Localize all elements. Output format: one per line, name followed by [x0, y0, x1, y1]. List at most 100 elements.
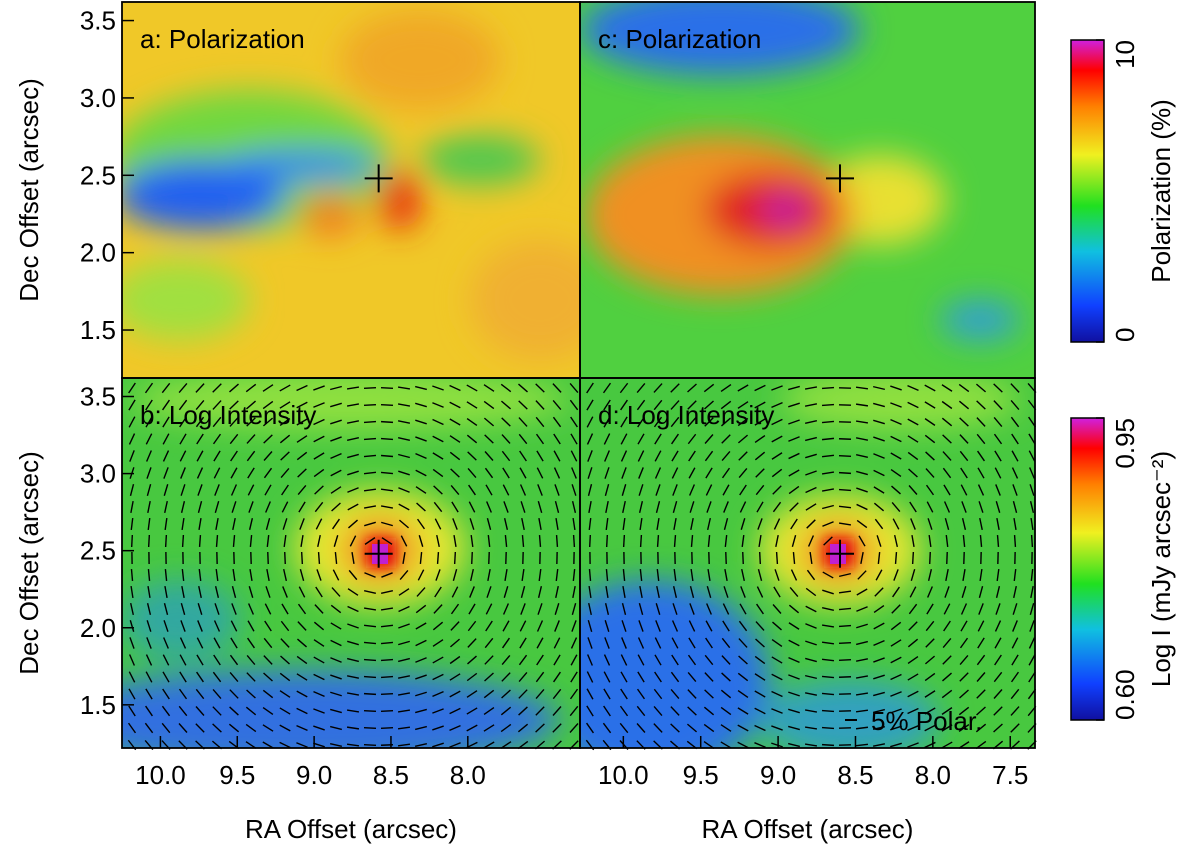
polarization-vector	[588, 534, 592, 548]
polarization-vector	[296, 435, 308, 443]
polarization-vector	[232, 568, 236, 582]
polarization-vector	[415, 419, 427, 425]
polarization-vector	[245, 723, 257, 733]
x-tick-label: 9.5	[219, 760, 255, 790]
polarization-vector	[739, 501, 747, 513]
polarization-vector	[380, 590, 394, 594]
polarization-vector	[959, 654, 969, 666]
y-tick-label: 2.5	[80, 160, 116, 190]
polarization-vector	[944, 586, 950, 598]
polarization-vector	[637, 450, 645, 462]
polarization-vector	[1028, 450, 1036, 462]
polarization-vector	[821, 675, 835, 679]
polarization-vector	[654, 654, 662, 666]
panel-title: d: Log Intensity	[598, 400, 774, 430]
polarization-vector	[670, 671, 680, 683]
polarization-vector	[873, 436, 885, 442]
polarization-vector	[995, 586, 1001, 598]
polarization-vector	[771, 673, 783, 681]
x-axis-label: RA Offset (arcsec)	[245, 814, 457, 844]
polarization-vector	[570, 671, 578, 683]
polarization-vector	[281, 484, 289, 496]
polarization-vector	[483, 384, 495, 392]
polarization-vector	[706, 501, 712, 513]
polarization-vector	[737, 741, 749, 749]
polarization-vector	[653, 706, 663, 716]
polarization-vector	[181, 585, 185, 599]
polarization-vector	[756, 586, 764, 598]
colorbar-label: Log I (mJy arcsec⁻²)	[1146, 451, 1176, 687]
polarization-vector	[363, 607, 377, 611]
polarization-vector	[687, 706, 697, 716]
polarization-vector	[672, 484, 678, 496]
y-tick-label: 3.0	[80, 459, 116, 489]
polarization-vector	[872, 385, 886, 391]
polarization-vector	[958, 400, 970, 410]
polarization-vector	[178, 399, 188, 411]
polarization-vector	[587, 450, 593, 462]
polarization-vector	[993, 689, 1003, 699]
polarization-vector	[313, 691, 325, 697]
polarization-vector	[994, 620, 1002, 632]
polarization-vector	[1013, 534, 1017, 548]
polarization-vector	[707, 568, 711, 582]
polarization-vector	[994, 654, 1002, 666]
polarization-vector	[1011, 637, 1019, 649]
polarization-vector	[838, 641, 852, 645]
polarization-vector	[619, 382, 629, 394]
polarization-vector	[398, 487, 410, 493]
polarization-vector	[653, 416, 663, 428]
polarization-vector	[959, 434, 969, 444]
polarization-vector	[331, 518, 341, 530]
polarization-vector	[346, 743, 360, 747]
polarization-vector	[195, 416, 205, 428]
polarization-vector	[636, 399, 646, 411]
polarization-vector	[805, 486, 817, 494]
polarization-vector	[996, 534, 1000, 548]
polarization-vector	[212, 706, 222, 716]
polarization-vector	[687, 654, 697, 666]
polarization-vector	[890, 725, 902, 731]
polarization-vector	[313, 402, 325, 408]
polarization-vector	[962, 534, 966, 548]
polarization-vector	[942, 451, 952, 461]
polarization-vector	[520, 501, 526, 513]
polarization-vector	[603, 654, 611, 666]
polarization-vector	[279, 384, 291, 392]
polarization-vector	[821, 743, 835, 747]
polarization-vector	[945, 568, 949, 582]
polarization-vector	[737, 690, 749, 698]
polarization-vector	[876, 535, 882, 547]
polarization-vector	[873, 502, 885, 512]
polarization-vector	[571, 620, 577, 632]
polarization-vector	[246, 450, 256, 462]
polarization-vector	[483, 400, 495, 410]
polarization-vector	[535, 383, 545, 393]
polarization-vector	[1028, 654, 1036, 666]
polarization-vector	[976, 706, 986, 716]
polarization-vector	[602, 722, 612, 734]
polarization-vector	[196, 654, 204, 666]
polarization-vector	[639, 568, 643, 582]
polarization-vector	[622, 517, 626, 531]
polarization-vector	[249, 534, 253, 548]
polarization-vector	[1030, 534, 1034, 548]
polarization-vector	[941, 724, 953, 732]
polarization-vector	[518, 383, 528, 393]
polarization-vector	[279, 707, 291, 715]
polarization-vector	[911, 534, 915, 548]
polarization-vector	[436, 551, 440, 565]
polarization-vector	[402, 551, 406, 565]
colorbar-tick-label: 10	[1110, 40, 1140, 69]
polarization-vector	[995, 501, 1001, 513]
polarization-vector	[890, 469, 902, 477]
polarization-vector	[146, 637, 152, 649]
polarization-vector	[673, 568, 677, 582]
polarization-vector	[654, 671, 662, 683]
polarization-vector	[855, 675, 869, 679]
polarization-vector	[706, 517, 712, 531]
polarization-vector	[1013, 517, 1017, 531]
polarization-vector	[570, 416, 578, 428]
polarization-vector	[639, 517, 643, 531]
polarization-vector	[671, 450, 679, 462]
